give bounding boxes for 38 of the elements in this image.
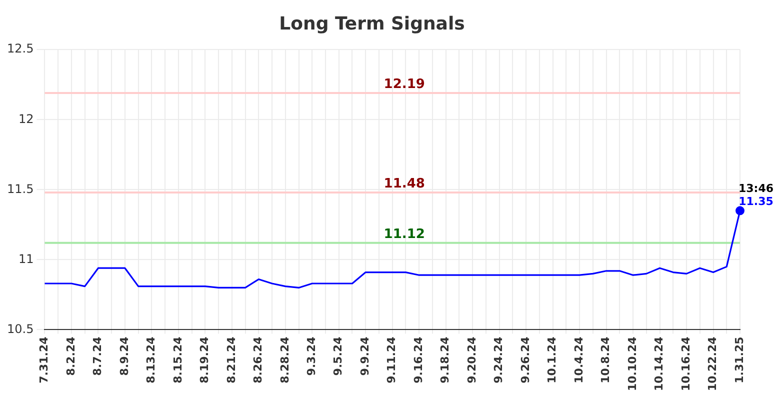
ref-line-label: 11.48 (384, 176, 425, 192)
x-tick-label: 8.2.24 (64, 336, 78, 376)
x-tick-label: 8.15.24 (171, 336, 184, 384)
x-tick-label: 8.9.24 (118, 336, 131, 376)
x-tick-label: 10.16.24 (679, 336, 692, 391)
x-tick-label: 8.7.24 (91, 336, 104, 376)
x-tick-label: 9.24.24 (492, 336, 506, 384)
x-tick-label: 1.31.25 (732, 336, 746, 384)
chart-title: Long Term Signals (279, 13, 465, 34)
x-tick-label: 9.20.24 (465, 336, 478, 384)
data-label: 11.35 (738, 195, 774, 208)
x-tick-label: 8.21.24 (224, 336, 238, 384)
x-tick-label: 10.14.24 (652, 336, 666, 391)
x-tick-label: 10.22.24 (706, 336, 720, 391)
x-tick-label: 8.19.24 (198, 336, 212, 384)
y-tick-label: 11 (18, 252, 34, 266)
x-tick-label: 9.3.24 (304, 336, 318, 376)
x-tick-label: 9.5.24 (332, 336, 345, 376)
annotation: 13:46 (738, 182, 774, 196)
x-tick-label: 8.13.24 (144, 336, 158, 384)
x-tick-label: 9.26.24 (518, 336, 532, 384)
x-tick-label: 10.1.24 (546, 336, 559, 384)
x-tick-label: 10.4.24 (572, 336, 586, 384)
ref-line-label: 11.12 (384, 226, 425, 242)
x-tick-label: 9.11.24 (385, 336, 398, 384)
x-tick-label: 9.9.24 (358, 336, 372, 376)
x-tick-label: 8.26.24 (252, 336, 265, 384)
y-tick-label: 11.5 (7, 182, 34, 196)
x-tick-label: 9.16.24 (412, 336, 425, 384)
x-tick-label: 10.8.24 (599, 336, 612, 384)
y-tick-label: 12.5 (7, 42, 34, 56)
y-tick-label: 12 (18, 112, 34, 126)
x-tick-label: 8.28.24 (278, 336, 292, 384)
ref-line-label: 12.19 (384, 76, 425, 92)
x-tick-label: 9.18.24 (438, 336, 452, 384)
x-tick-label: 7.31.24 (38, 336, 51, 384)
y-tick-label: 10.5 (7, 322, 34, 336)
x-tick-label: 10.10.24 (626, 336, 639, 391)
